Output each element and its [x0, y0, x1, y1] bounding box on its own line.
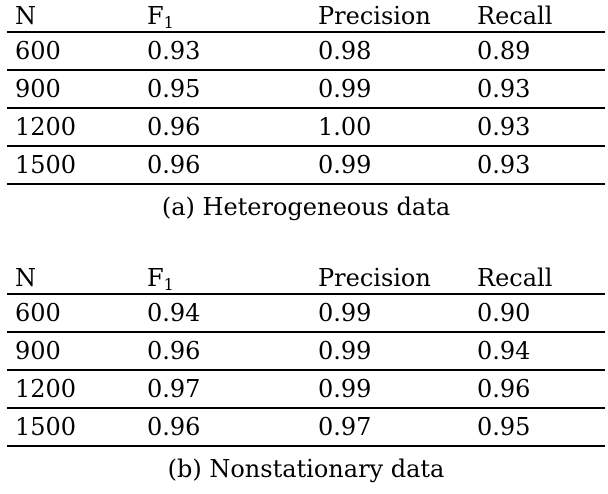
cell-recall: 0.90 — [477, 299, 531, 327]
table-row: 900 0.95 0.99 0.93 — [7, 70, 605, 108]
column-header-n: N — [15, 263, 36, 292]
column-header-precision: Precision — [318, 263, 431, 292]
column-header-recall: Recall — [477, 263, 553, 292]
paper-figure: N F1 Precision Recall 600 0.93 0.98 0.89… — [7, 0, 605, 483]
cell-recall: 0.93 — [477, 75, 531, 103]
subfigure-a-caption: (a) Heterogeneous data — [161, 193, 451, 221]
column-header-f1: F1 — [147, 0, 318, 32]
cell-n: 1500 — [15, 151, 77, 179]
cell-precision: 0.99 — [318, 151, 372, 179]
cell-recall: 0.94 — [477, 337, 531, 365]
cell-precision: 0.99 — [318, 375, 372, 403]
cell-n: 1200 — [15, 375, 77, 403]
cell-precision: 0.97 — [318, 413, 372, 441]
subfigure-b-nonstationary: N F1 Precision Recall 600 0.94 0.99 0.90… — [7, 262, 605, 483]
cell-f1: 0.93 — [147, 37, 201, 65]
table-header-row: N F1 Precision Recall — [7, 0, 605, 32]
cell-f1: 0.96 — [147, 113, 201, 141]
cell-recall: 0.95 — [477, 413, 531, 441]
results-table-nonstationary: N F1 Precision Recall 600 0.94 0.99 0.90… — [7, 262, 605, 447]
cell-n: 600 — [15, 299, 61, 327]
cell-recall: 0.93 — [477, 113, 531, 141]
table-header-row: N F1 Precision Recall — [7, 262, 605, 294]
cell-recall: 0.93 — [477, 151, 531, 179]
table-row: 600 0.94 0.99 0.90 — [7, 294, 605, 332]
cell-f1: 0.97 — [147, 375, 201, 403]
cell-recall: 0.89 — [477, 37, 531, 65]
cell-recall: 0.96 — [477, 375, 531, 403]
table-row: 1500 0.96 0.97 0.95 — [7, 408, 605, 446]
table-row: 600 0.93 0.98 0.89 — [7, 32, 605, 70]
f1-subscript-text: 1 — [163, 12, 174, 32]
cell-precision: 0.99 — [318, 75, 372, 103]
f1-base-text: F — [147, 263, 164, 292]
table-row: 900 0.96 0.99 0.94 — [7, 332, 605, 370]
table-row: 1200 0.97 0.99 0.96 — [7, 370, 605, 408]
cell-precision: 0.99 — [318, 337, 372, 365]
table-row: 1500 0.96 0.99 0.93 — [7, 146, 605, 184]
cell-precision: 1.00 — [318, 113, 372, 141]
cell-precision: 0.99 — [318, 299, 372, 327]
f1-base-text: F — [147, 1, 164, 30]
column-header-precision: Precision — [318, 1, 431, 30]
cell-n: 900 — [15, 337, 61, 365]
table-row: 1200 0.96 1.00 0.93 — [7, 108, 605, 146]
column-header-recall: Recall — [477, 1, 553, 30]
column-header-f1: F1 — [147, 262, 318, 294]
cell-n: 600 — [15, 37, 61, 65]
cell-f1: 0.96 — [147, 151, 201, 179]
column-header-n: N — [15, 1, 36, 30]
cell-n: 1200 — [15, 113, 77, 141]
f1-subscript-text: 1 — [163, 274, 174, 294]
results-table-heterogeneous: N F1 Precision Recall 600 0.93 0.98 0.89… — [7, 0, 605, 185]
subfigure-b-caption: (b) Nonstationary data — [167, 455, 445, 483]
cell-f1: 0.94 — [147, 299, 201, 327]
cell-f1: 0.95 — [147, 75, 201, 103]
cell-f1: 0.96 — [147, 413, 201, 441]
subfigure-a-heterogeneous: N F1 Precision Recall 600 0.93 0.98 0.89… — [7, 0, 605, 221]
cell-precision: 0.98 — [318, 37, 372, 65]
cell-n: 1500 — [15, 413, 77, 441]
cell-n: 900 — [15, 75, 61, 103]
cell-f1: 0.96 — [147, 337, 201, 365]
